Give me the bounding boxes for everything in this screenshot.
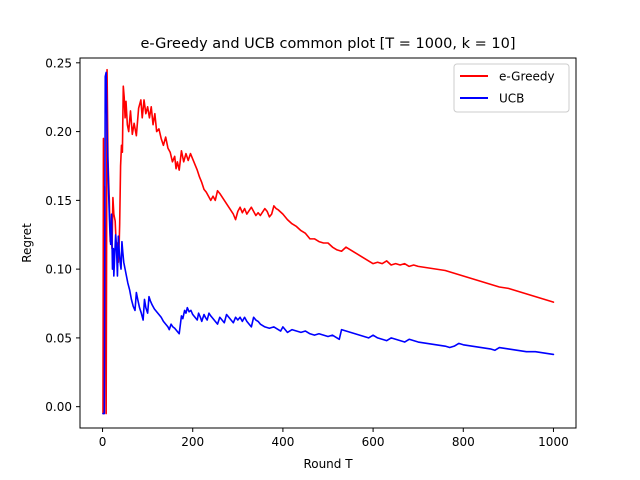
y-tick-label: 0.25 (45, 56, 72, 70)
axes-frame (79, 57, 577, 429)
x-tick-label: 600 (362, 435, 385, 449)
chart-title: e-Greedy and UCB common plot [T = 1000, … (140, 36, 515, 52)
x-tick-label: 200 (181, 435, 204, 449)
series-line-e-greedy (102, 68, 555, 415)
y-tick-label: 0.15 (45, 194, 72, 208)
x-tick-label: 1000 (538, 435, 569, 449)
y-tick-label: 0.20 (45, 125, 72, 139)
plot-area (79, 57, 577, 429)
y-tick-label: 0.10 (45, 263, 72, 277)
x-axis-title: Round T (303, 457, 353, 471)
legend-label-e-greedy: e-Greedy (499, 70, 555, 84)
x-axis: 0 200 400 600 800 1000 (99, 428, 569, 449)
x-tick-label: 400 (271, 435, 294, 449)
x-tick-label: 800 (452, 435, 475, 449)
y-axis-title: Regret (20, 223, 34, 263)
x-tick-label: 0 (99, 435, 107, 449)
legend-label-ucb: UCB (499, 92, 524, 106)
series-line-ucb (102, 71, 555, 415)
y-axis: 0.00 0.05 0.10 0.15 0.20 0.25 (45, 56, 80, 414)
y-tick-label: 0.05 (45, 331, 72, 345)
series-layer (102, 68, 555, 415)
y-tick-label: 0.00 (45, 400, 72, 414)
legend: e-Greedy UCB (453, 63, 570, 113)
